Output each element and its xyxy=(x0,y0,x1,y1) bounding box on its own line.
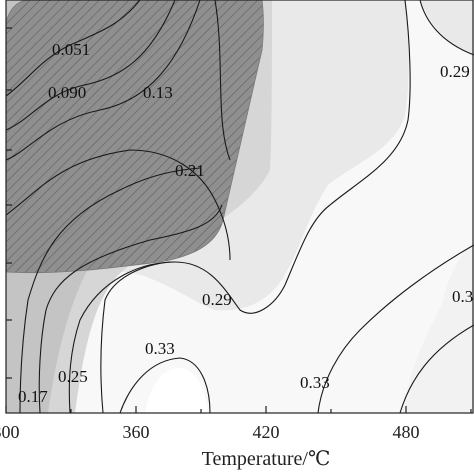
contour-line-029-topright xyxy=(419,0,474,56)
contour-line-033-right xyxy=(317,244,474,413)
x-tick-label-420: 420 xyxy=(253,422,280,442)
x-tick-label-360: 360 xyxy=(123,422,150,442)
contour-line-inner-2 xyxy=(38,204,223,413)
contour-line-0051 xyxy=(6,0,141,97)
contour-fill-bands xyxy=(6,0,474,413)
contour-lines xyxy=(6,0,474,413)
y-axis-ticks xyxy=(6,27,12,379)
contour-line-021-b xyxy=(214,0,231,161)
contour-line-021-a xyxy=(6,149,231,261)
plot-frame xyxy=(5,0,474,414)
contour-line-right-low xyxy=(399,324,474,413)
x-axis-title: Temperature/℃ xyxy=(202,448,331,470)
x-tick-label-300: 300 xyxy=(0,422,20,442)
band-low-pocket xyxy=(145,368,208,413)
contour-line-033-pocket xyxy=(119,357,211,413)
contour-label-017: 0.17 xyxy=(18,387,48,406)
contour-label-029-mid: 0.29 xyxy=(202,290,232,309)
contour-line-025 xyxy=(68,261,176,413)
contour-label-right-edge: 0.3 xyxy=(452,287,473,306)
contour-label-033-left: 0.33 xyxy=(145,339,175,358)
band-right xyxy=(402,240,474,413)
band-upper-right xyxy=(420,0,474,55)
contour-label-0051: 0.051 xyxy=(52,40,90,59)
x-tick-label-480: 480 xyxy=(393,422,420,442)
contour-label-029-top: 0.29 xyxy=(440,62,470,81)
contour-label-021: 0.21 xyxy=(175,161,205,180)
contour-label-033-right: 0.33 xyxy=(300,373,330,392)
contour-line-0090 xyxy=(6,0,176,131)
contour-line-029-left xyxy=(100,204,331,413)
hatched-region xyxy=(6,0,264,274)
x-tick-labels: 300 360 420 480 xyxy=(0,422,420,442)
contour-label-025: 0.25 xyxy=(58,367,88,386)
contour-labels: 0.051 0.090 0.13 0.21 0.29 0.29 0.33 0.3… xyxy=(18,40,473,406)
contour-line-013 xyxy=(6,0,201,161)
contour-label-0090: 0.090 xyxy=(48,83,86,102)
contour-label-013: 0.13 xyxy=(143,83,173,102)
contour-line-029-top xyxy=(329,0,411,206)
contour-line-inner-1 xyxy=(19,167,201,413)
x-axis-ticks xyxy=(5,406,472,413)
